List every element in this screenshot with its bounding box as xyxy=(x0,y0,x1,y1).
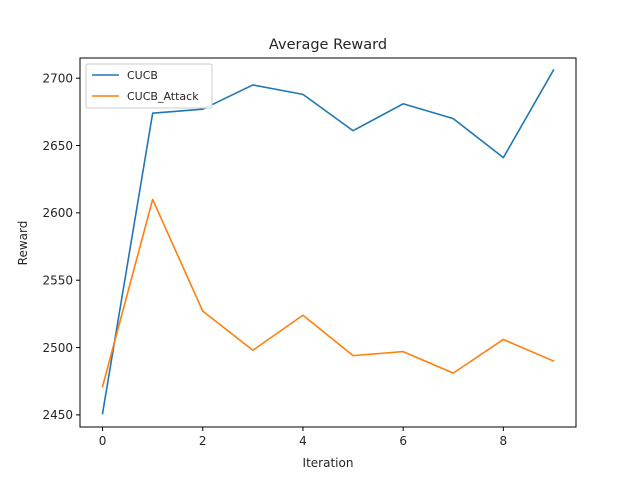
legend-label: CUCB_Attack xyxy=(127,90,199,103)
x-axis-label: Iteration xyxy=(303,456,354,470)
x-tick-label: 2 xyxy=(199,434,207,448)
y-tick-label: 2450 xyxy=(42,408,73,422)
series-line-cucb xyxy=(101,69,555,415)
series-line-cucb-attack xyxy=(101,198,555,388)
y-tick-label: 2650 xyxy=(42,139,73,153)
x-tick-label: 0 xyxy=(99,434,107,448)
x-tick-label: 4 xyxy=(299,434,307,448)
x-tick-label: 8 xyxy=(500,434,508,448)
y-axis-label: Reward xyxy=(16,221,30,266)
legend: CUCB CUCB_Attack xyxy=(85,63,213,109)
plot-frame xyxy=(79,57,577,428)
x-tick-label: 6 xyxy=(399,434,407,448)
axis-ticks: 0 2 4 6 8 2450 2500 2550 2600 2650 2700 xyxy=(42,72,507,448)
chart-title: Average Reward xyxy=(269,37,387,53)
y-tick-label: 2700 xyxy=(42,72,73,86)
series-layer xyxy=(101,69,555,415)
y-tick-label: 2500 xyxy=(42,341,73,355)
legend-label: CUCB xyxy=(127,69,158,82)
y-tick-label: 2600 xyxy=(42,206,73,220)
y-tick-label: 2550 xyxy=(42,274,73,288)
